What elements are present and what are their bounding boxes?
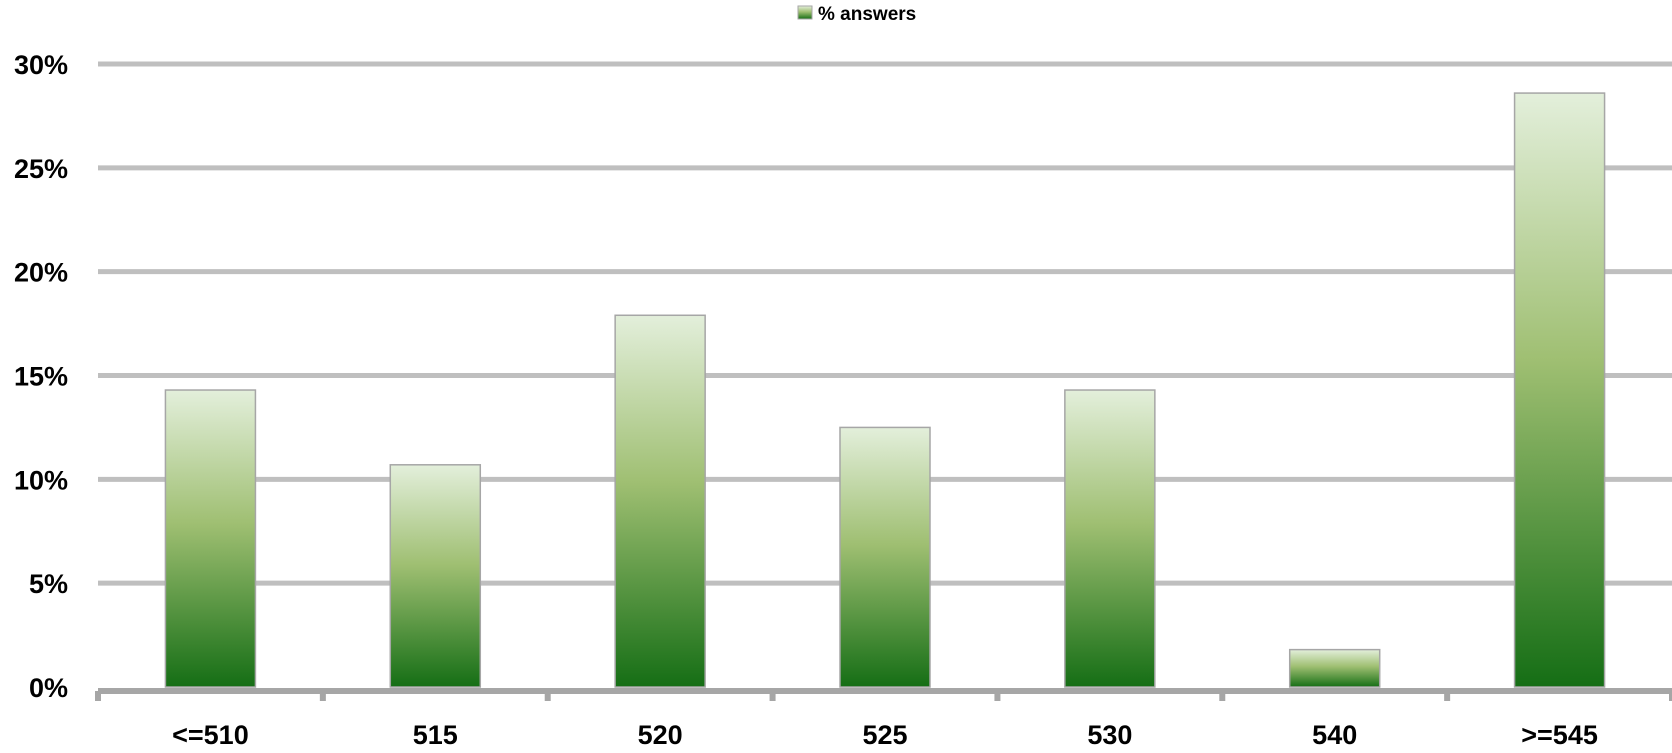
bars: [164, 92, 1606, 688]
bar: [1513, 92, 1606, 688]
bar: [1064, 389, 1156, 688]
x-tick-label: >=545: [1521, 720, 1598, 750]
x-tick-label: 540: [1312, 720, 1357, 750]
x-tick-labels: <=510 515 520 525 530 540 >=545: [172, 720, 1598, 750]
legend-swatch: [797, 5, 813, 20]
y-tick-label: 20%: [14, 258, 68, 288]
y-tick-label: 25%: [14, 154, 68, 184]
y-tick-label: 5%: [29, 569, 68, 599]
x-tick-label: 525: [862, 720, 907, 750]
y-tick-label: 30%: [14, 50, 68, 80]
bar: [389, 464, 482, 688]
bar: [164, 389, 257, 688]
x-tick-label: 530: [1087, 720, 1132, 750]
bar: [614, 314, 706, 688]
legend: % answers: [797, 4, 916, 25]
y-tick-label: 10%: [14, 465, 68, 495]
x-tick-label: 515: [413, 720, 458, 750]
x-axis: [95, 688, 1672, 701]
legend-label: % answers: [818, 4, 916, 25]
y-tick-label: 0%: [29, 673, 68, 703]
bar: [1288, 648, 1381, 688]
bar: [839, 426, 931, 688]
y-tick-label: 15%: [14, 362, 68, 392]
gridlines: [98, 61, 1672, 586]
x-tick-label: 520: [638, 720, 683, 750]
y-tick-labels: 0% 5% 10% 15% 20% 25% 30%: [14, 50, 68, 703]
x-tick-label: <=510: [172, 720, 249, 750]
